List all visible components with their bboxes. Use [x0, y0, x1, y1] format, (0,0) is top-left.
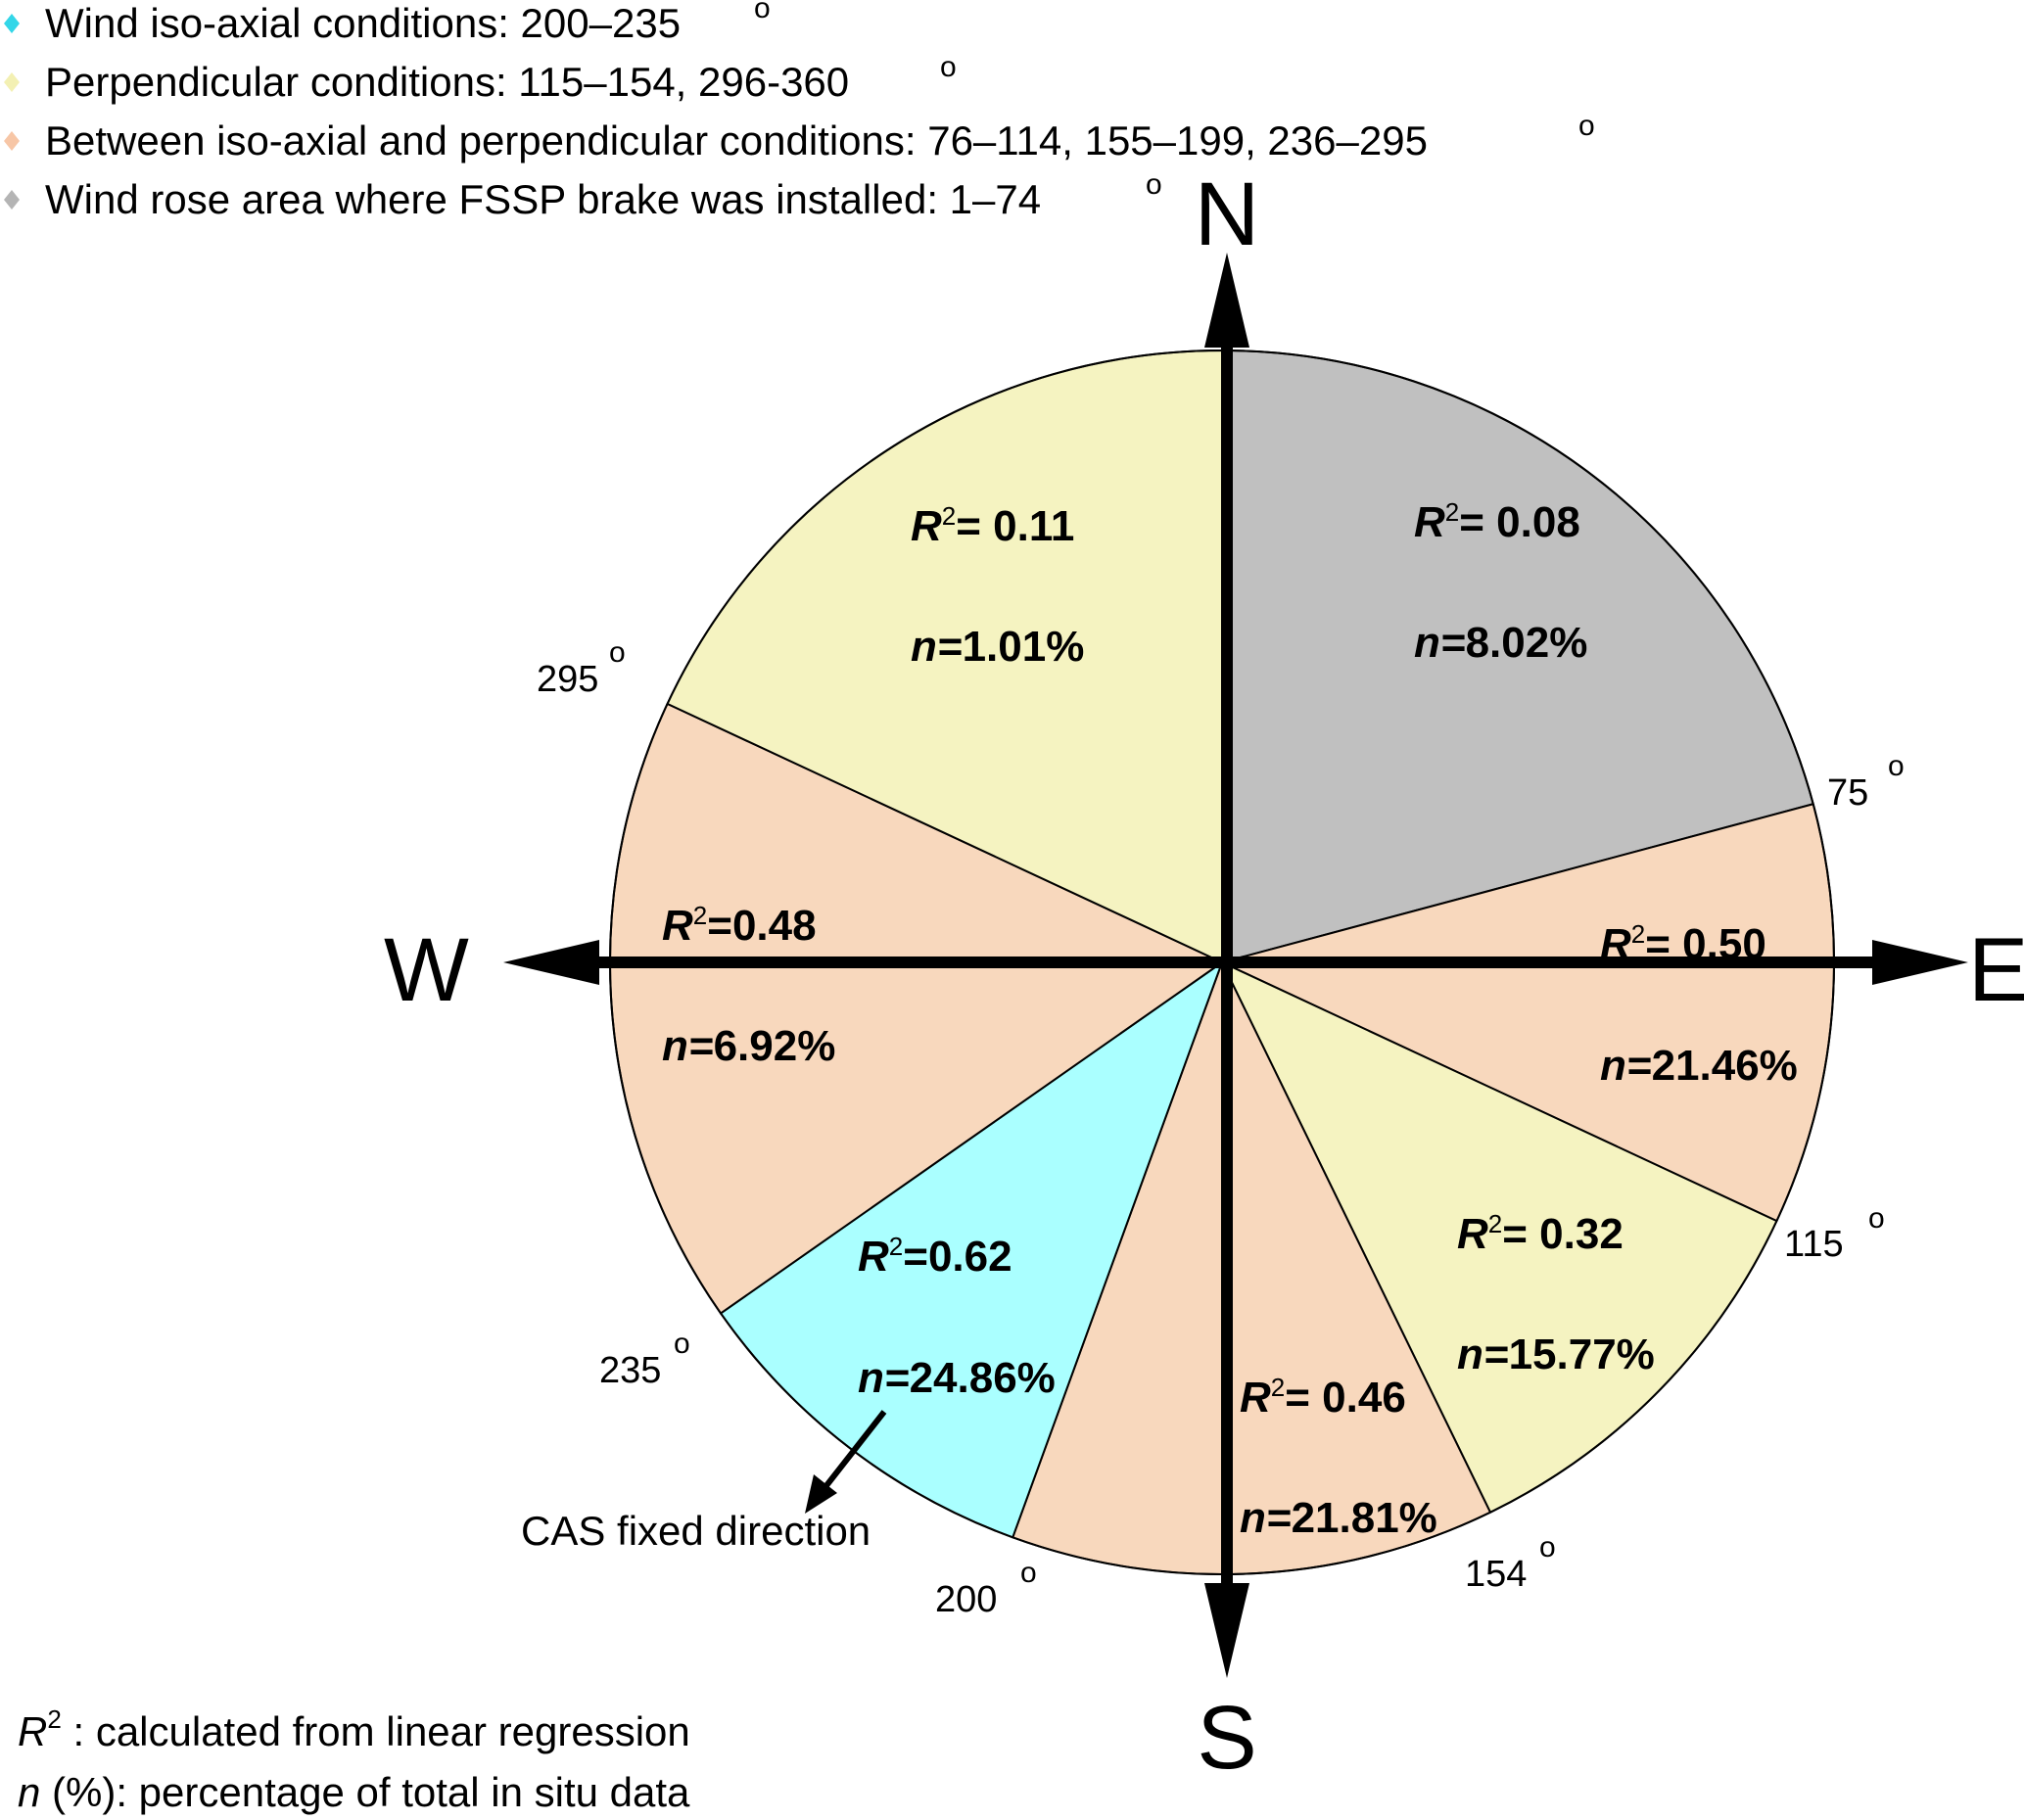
- cas-direction-label: CAS fixed direction: [521, 1508, 871, 1554]
- stat-sector-w: R2=0.48 n=6.92%: [662, 901, 835, 1070]
- n-value-nw: n=1.01%: [911, 623, 1084, 671]
- r2-value-e: R2= 0.50: [1600, 919, 1766, 968]
- n-value-fssp: n=8.02%: [1414, 619, 1587, 667]
- degree-sign: o: [1888, 750, 1905, 782]
- stat-sector-s: R2= 0.46 n=21.81%: [1240, 1373, 1437, 1542]
- notes: R2 : calculated from linear regression n…: [18, 1704, 690, 1815]
- legend-marker-between: [4, 131, 20, 151]
- arrow-west: [503, 940, 599, 985]
- n-value-se: n=15.77%: [1457, 1330, 1655, 1378]
- legend-item-perpendicular: Perpendicular conditions: 115–154, 296-3…: [4, 51, 957, 105]
- degree-sign: o: [674, 1328, 690, 1360]
- stat-sector-e: R2= 0.50 n=21.46%: [1600, 919, 1798, 1090]
- boundary-label-75: 75: [1827, 772, 1868, 814]
- cas-arrow-head: [805, 1474, 837, 1514]
- cas-arrow-line: [822, 1410, 887, 1490]
- degree-sign: o: [1578, 110, 1595, 142]
- legend-item-iso-axial: Wind iso-axial conditions: 200–235 o: [4, 0, 771, 46]
- r2-value-se: R2= 0.32: [1457, 1209, 1624, 1258]
- wind-rose-sectors: [609, 349, 1835, 1575]
- r2-value-fssp: R2= 0.08: [1414, 497, 1580, 546]
- n-value-sw: n=24.86%: [858, 1354, 1056, 1402]
- stat-sector-fssp: R2= 0.08 n=8.02%: [1414, 497, 1587, 667]
- r2-value-w: R2=0.48: [662, 901, 817, 950]
- r2-value-nw: R2= 0.11: [911, 501, 1074, 550]
- cardinal-north: N: [1195, 164, 1259, 264]
- legend-label-iso-axial: Wind iso-axial conditions: 200–235: [45, 0, 681, 46]
- boundary-label-295: 295: [537, 659, 598, 700]
- stat-sector-nw: R2= 0.11 n=1.01%: [911, 501, 1084, 671]
- degree-sign: o: [940, 51, 957, 83]
- legend-label-perpendicular: Perpendicular conditions: 115–154, 296-3…: [45, 59, 849, 105]
- degree-sign: o: [1020, 1557, 1037, 1589]
- legend: Wind iso-axial conditions: 200–235 o Per…: [4, 0, 1595, 222]
- boundary-label-235: 235: [599, 1350, 661, 1391]
- note-n: n (%): percentage of total in situ data: [18, 1769, 690, 1815]
- arrow-east: [1872, 940, 1968, 985]
- degree-sign: o: [1539, 1531, 1556, 1563]
- legend-label-fssp: Wind rose area where FSSP brake was inst…: [45, 176, 1041, 222]
- cardinal-west: W: [384, 920, 469, 1020]
- boundary-label-154: 154: [1465, 1554, 1527, 1595]
- legend-label-between: Between iso-axial and perpendicular cond…: [45, 117, 1428, 163]
- boundary-label-200: 200: [935, 1579, 997, 1620]
- n-value-s: n=21.81%: [1240, 1494, 1437, 1542]
- note-r2: R2 : calculated from linear regression: [18, 1704, 690, 1754]
- arrow-south: [1204, 1583, 1249, 1678]
- legend-item-fssp: Wind rose area where FSSP brake was inst…: [4, 168, 1162, 222]
- degree-sign: o: [1146, 168, 1162, 201]
- sector-statistics: R2= 0.08 n=8.02% R2= 0.11 n=1.01% R2=0.4…: [662, 497, 1798, 1542]
- n-value-e: n=21.46%: [1600, 1042, 1798, 1090]
- arrow-north: [1204, 253, 1249, 348]
- degree-sign: o: [1868, 1202, 1885, 1235]
- r2-value-sw: R2=0.62: [858, 1232, 1012, 1281]
- legend-item-between: Between iso-axial and perpendicular cond…: [4, 110, 1595, 163]
- stat-sector-se: R2= 0.32 n=15.77%: [1457, 1209, 1655, 1378]
- degree-sign: o: [609, 636, 626, 669]
- cardinal-south: S: [1197, 1688, 1256, 1788]
- legend-marker-perpendicular: [4, 72, 20, 92]
- boundary-label-115: 115: [1784, 1224, 1844, 1265]
- legend-marker-fssp: [4, 190, 20, 210]
- stat-sector-sw: R2=0.62 n=24.86%: [858, 1232, 1056, 1402]
- degree-sign: o: [754, 0, 771, 24]
- cas-pointer: CAS fixed direction: [521, 1410, 887, 1554]
- compass-axes: [503, 253, 1968, 1678]
- legend-marker-iso-axial: [4, 14, 20, 33]
- n-value-w: n=6.92%: [662, 1022, 835, 1070]
- boundary-labels: 75 o 115 o 154 o 200 o 235 o 295 o: [537, 636, 1905, 1620]
- r2-value-s: R2= 0.46: [1240, 1373, 1406, 1422]
- cardinal-east: E: [1968, 920, 2024, 1020]
